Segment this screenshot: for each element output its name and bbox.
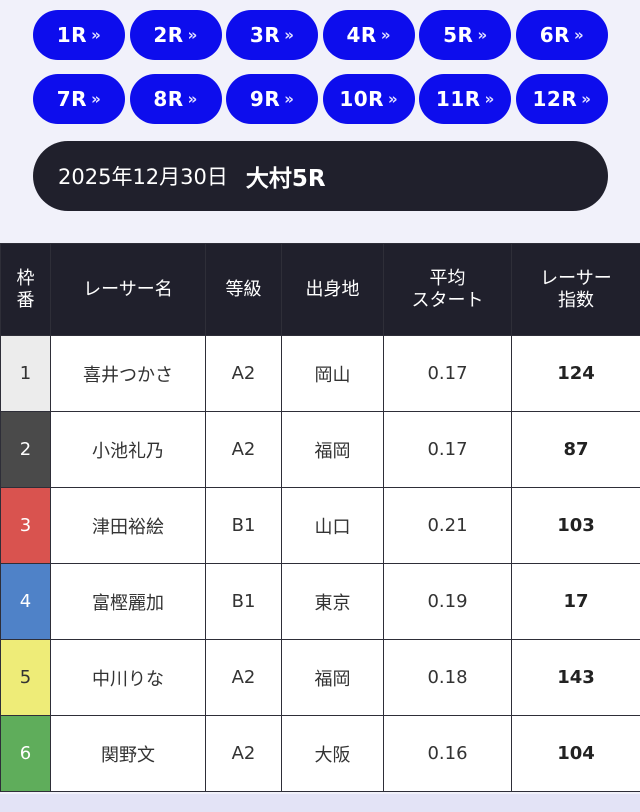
racer-name: 小池礼乃 bbox=[50, 411, 206, 488]
table-row: 1 喜井つかさ A2 岡山 0.17 124 bbox=[0, 335, 640, 412]
race-button-10r[interactable]: 10R» bbox=[322, 74, 415, 124]
racer-origin: 東京 bbox=[281, 563, 384, 640]
double-chevron-right-icon: » bbox=[581, 90, 592, 108]
frame-number: 1 bbox=[0, 335, 51, 412]
double-chevron-right-icon: » bbox=[574, 26, 585, 44]
avg-start: 0.17 bbox=[383, 411, 512, 488]
table-header-row: 枠番 レーサー名 等級 出身地 平均 スタート レーサー 指数 bbox=[0, 243, 640, 336]
frame-number: 2 bbox=[0, 411, 51, 488]
header-grade: 等級 bbox=[205, 243, 282, 336]
race-date: 2025年12月30日 bbox=[58, 165, 228, 189]
double-chevron-right-icon: » bbox=[284, 26, 295, 44]
racer-index: 17 bbox=[511, 563, 640, 640]
race-button-5r[interactable]: 5R» bbox=[419, 10, 512, 60]
racer-index: 87 bbox=[511, 411, 640, 488]
racer-grade: A2 bbox=[205, 639, 282, 716]
race-button-4r[interactable]: 4R» bbox=[322, 10, 415, 60]
race-nav-row-2: 7R» 8R» 9R» 10R» 11R» 12R» bbox=[33, 74, 608, 124]
racer-name: 喜井つかさ bbox=[50, 335, 206, 412]
race-button-label: 8R bbox=[153, 87, 184, 111]
racer-table: 枠番 レーサー名 等級 出身地 平均 スタート レーサー 指数 1 喜井つかさ A2… bbox=[0, 243, 640, 792]
racer-name: 津田裕絵 bbox=[50, 487, 206, 564]
racer-origin: 福岡 bbox=[281, 639, 384, 716]
frame-number: 5 bbox=[0, 639, 51, 716]
racer-origin: 岡山 bbox=[281, 335, 384, 412]
avg-start: 0.17 bbox=[383, 335, 512, 412]
race-button-2r[interactable]: 2R» bbox=[129, 10, 222, 60]
racer-origin: 福岡 bbox=[281, 411, 384, 488]
race-button-label: 12R bbox=[532, 87, 578, 111]
avg-start: 0.21 bbox=[383, 487, 512, 564]
table-row: 4 富樫麗加 B1 東京 0.19 17 bbox=[0, 563, 640, 640]
header-name: レーサー名 bbox=[50, 243, 206, 336]
race-button-8r[interactable]: 8R» bbox=[129, 74, 222, 124]
race-button-label: 9R bbox=[249, 87, 281, 111]
racer-index: 104 bbox=[511, 715, 640, 792]
frame-number: 4 bbox=[0, 563, 51, 640]
racer-origin: 山口 bbox=[281, 487, 384, 564]
race-button-label: 10R bbox=[339, 87, 385, 111]
table-row: 6 関野文 A2 大阪 0.16 104 bbox=[0, 715, 640, 792]
race-nav-row-1: 1R» 2R» 3R» 4R» 5R» 6R» bbox=[33, 10, 608, 60]
race-button-label: 3R bbox=[249, 23, 281, 47]
double-chevron-right-icon: » bbox=[388, 90, 399, 108]
double-chevron-right-icon: » bbox=[380, 26, 392, 44]
header-origin: 出身地 bbox=[281, 243, 384, 336]
avg-start: 0.16 bbox=[383, 715, 512, 792]
avg-start: 0.18 bbox=[383, 639, 512, 716]
race-button-label: 6R bbox=[539, 23, 571, 47]
race-button-label: 2R bbox=[153, 23, 184, 47]
race-venue-title: 大村5R bbox=[245, 166, 326, 192]
racer-grade: A2 bbox=[205, 715, 282, 792]
race-button-label: 7R bbox=[56, 87, 88, 111]
frame-number: 6 bbox=[0, 715, 51, 792]
avg-start: 0.19 bbox=[383, 563, 512, 640]
race-title-bar: 2025年12月30日 大村5R bbox=[33, 141, 608, 211]
race-button-11r[interactable]: 11R» bbox=[419, 74, 512, 124]
double-chevron-right-icon: » bbox=[484, 90, 495, 108]
double-chevron-right-icon: » bbox=[91, 90, 102, 108]
table-row: 2 小池礼乃 A2 福岡 0.17 87 bbox=[0, 411, 640, 488]
racer-name: 富樫麗加 bbox=[50, 563, 206, 640]
table-row: 5 中川りな A2 福岡 0.18 143 bbox=[0, 639, 640, 716]
race-button-6r[interactable]: 6R» bbox=[515, 10, 608, 60]
racer-name: 中川りな bbox=[50, 639, 206, 716]
bottom-strip bbox=[0, 794, 640, 812]
race-button-label: 5R bbox=[443, 23, 474, 47]
racer-grade: B1 bbox=[205, 487, 282, 564]
racer-name: 関野文 bbox=[50, 715, 206, 792]
racer-grade: A2 bbox=[205, 335, 282, 412]
racer-origin: 大阪 bbox=[281, 715, 384, 792]
double-chevron-right-icon: » bbox=[284, 90, 295, 108]
racer-grade: A2 bbox=[205, 411, 282, 488]
race-button-3r[interactable]: 3R» bbox=[226, 10, 319, 60]
double-chevron-right-icon: » bbox=[477, 26, 488, 44]
table-row: 3 津田裕絵 B1 山口 0.21 103 bbox=[0, 487, 640, 564]
race-button-1r[interactable]: 1R» bbox=[33, 10, 125, 60]
racer-index: 143 bbox=[511, 639, 640, 716]
racer-table-container: 枠番 レーサー名 等級 出身地 平均 スタート レーサー 指数 1 喜井つかさ A2… bbox=[0, 243, 640, 792]
race-button-7r[interactable]: 7R» bbox=[33, 74, 125, 124]
race-button-label: 4R bbox=[346, 23, 377, 47]
header-racer-index: レーサー 指数 bbox=[511, 243, 640, 336]
header-avg-start: 平均 スタート bbox=[383, 243, 512, 336]
racer-index: 124 bbox=[511, 335, 640, 412]
racer-index: 103 bbox=[511, 487, 640, 564]
double-chevron-right-icon: » bbox=[187, 90, 198, 108]
race-button-9r[interactable]: 9R» bbox=[226, 74, 319, 124]
race-button-label: 1R bbox=[56, 23, 88, 47]
double-chevron-right-icon: » bbox=[91, 26, 102, 44]
frame-number: 3 bbox=[0, 487, 51, 564]
double-chevron-right-icon: » bbox=[187, 26, 198, 44]
header-frame: 枠番 bbox=[0, 243, 51, 336]
race-button-label: 11R bbox=[435, 87, 481, 111]
racer-grade: B1 bbox=[205, 563, 282, 640]
race-button-12r[interactable]: 12R» bbox=[515, 74, 608, 124]
